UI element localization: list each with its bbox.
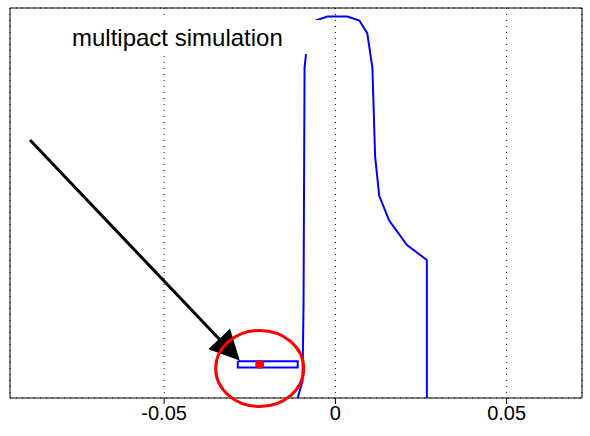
svg-text:multipact simulation: multipact simulation <box>72 24 283 51</box>
svg-text:0: 0 <box>330 402 341 424</box>
svg-text:0.05: 0.05 <box>487 402 526 424</box>
svg-text:-0.05: -0.05 <box>141 402 187 424</box>
